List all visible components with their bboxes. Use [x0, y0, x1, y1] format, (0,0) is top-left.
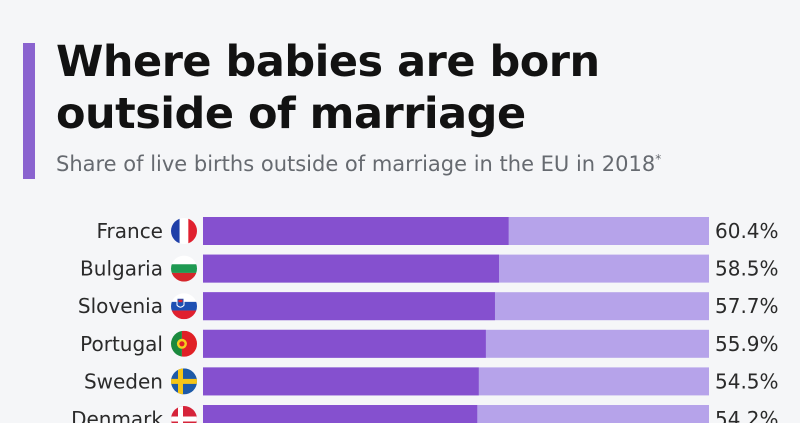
value-label: 55.9%: [715, 332, 779, 356]
title-line-2: outside of marriage: [56, 89, 526, 139]
bar: [203, 217, 509, 245]
bar-row: Sweden 54.5%: [84, 367, 779, 396]
category-label: Denmark: [71, 407, 163, 423]
category-label: Portugal: [80, 332, 163, 356]
sweden-flag-icon: [171, 368, 197, 395]
category-label: France: [96, 219, 163, 243]
chart-title: Where babies are born outside of marriag…: [56, 36, 600, 140]
category-label: Sweden: [84, 369, 163, 393]
bar: [203, 405, 478, 423]
category-label: Slovenia: [78, 294, 163, 318]
title-line-1: Where babies are born: [56, 37, 600, 87]
bar-row: France 60.4%: [96, 217, 779, 245]
portugal-flag-icon: [171, 330, 197, 357]
bar-row: Portugal 55.9%: [80, 329, 779, 358]
value-label: 57.7%: [715, 294, 779, 318]
bar: [203, 254, 500, 283]
footnote-marker: *: [655, 152, 662, 166]
france-flag-icon: [171, 218, 197, 244]
bar-row: Denmark 54.2%: [71, 405, 779, 423]
value-label: 54.5%: [715, 369, 779, 393]
subtitle-text: Share of live births outside of marriage…: [56, 152, 656, 176]
denmark-flag-icon: [171, 406, 197, 423]
bar: [203, 292, 495, 321]
bulgaria-flag-icon: [171, 255, 197, 282]
value-label: 60.4%: [715, 219, 779, 243]
bar-row: Slovenia 57.7%: [78, 292, 779, 321]
chart-subtitle: Share of live births outside of marriage…: [56, 152, 661, 176]
title-accent-bar: [23, 43, 35, 179]
value-label: 54.2%: [715, 407, 779, 423]
slovenia-flag-icon: [171, 293, 197, 320]
value-label: 58.5%: [715, 257, 779, 281]
category-label: Bulgaria: [80, 257, 163, 281]
bar-row: Bulgaria 58.5%: [80, 254, 779, 283]
bar: [203, 367, 479, 396]
bar: [203, 329, 486, 358]
